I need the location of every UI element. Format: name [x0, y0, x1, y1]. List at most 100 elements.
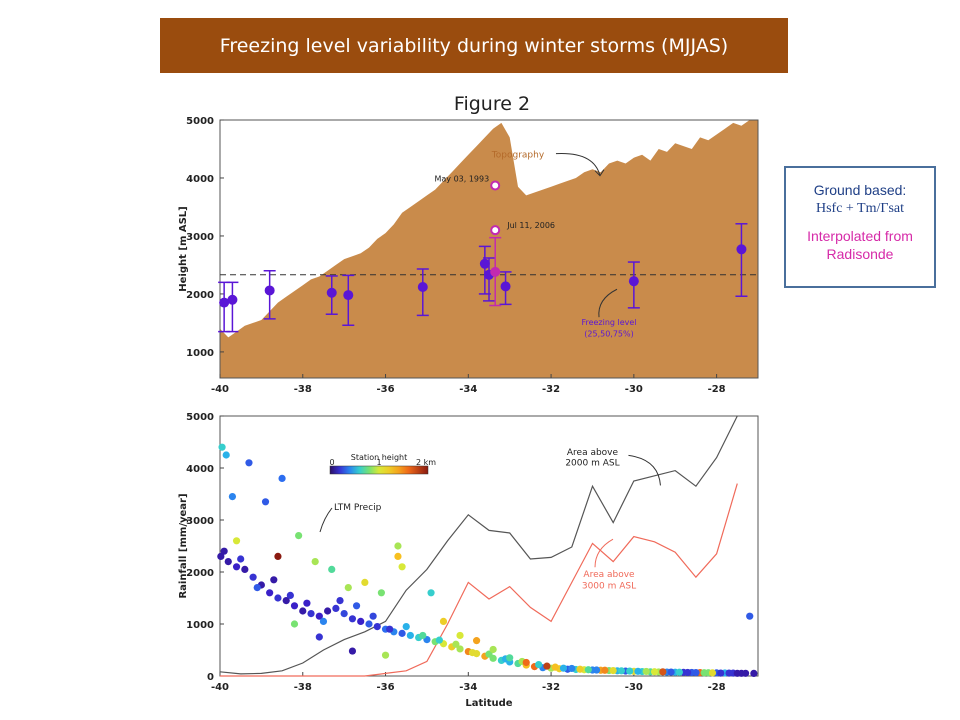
station-point	[522, 658, 530, 667]
station-point	[217, 552, 225, 560]
station-point	[245, 459, 253, 467]
station-point	[303, 599, 311, 607]
area-2000-annotation-unit: 2000 m ASL	[565, 458, 619, 468]
station-point	[311, 558, 319, 566]
figure-title: Figure 2	[454, 93, 530, 115]
station-point	[456, 645, 464, 653]
station-point	[419, 631, 427, 640]
station-point	[365, 620, 373, 628]
station-point	[218, 443, 226, 451]
top-plot-frame	[219, 119, 759, 379]
station-point	[398, 629, 406, 637]
station-point	[609, 666, 617, 675]
ground-based-label: Ground based:	[813, 182, 907, 198]
freezing-level-point	[736, 244, 747, 255]
station-point	[394, 552, 402, 560]
station-point	[386, 625, 394, 633]
station-point	[489, 645, 497, 654]
figure-svg: Figure 2 1000 2000 3000 4000 5000 -40 -38 -36 -34…	[174, 82, 788, 720]
top-ytick-label: 1000	[186, 348, 214, 359]
station-point	[667, 668, 675, 676]
area-above-3000-line	[220, 483, 738, 677]
station-point	[336, 597, 344, 605]
station-point	[427, 589, 435, 597]
station-point	[278, 474, 286, 482]
station-point	[224, 558, 232, 566]
station-point	[675, 668, 683, 676]
topography-area	[220, 120, 758, 378]
freezing-level-point	[264, 285, 275, 296]
station-point	[439, 617, 448, 626]
station-point	[352, 602, 361, 610]
station-point	[373, 623, 381, 631]
area-2000-annotation: Area above	[567, 448, 619, 458]
bottom-xlabel: Latitude	[465, 698, 512, 709]
top-xtick-label: -38	[294, 384, 312, 395]
area-3000-annotation: Area above	[583, 570, 635, 580]
station-point	[617, 667, 626, 675]
event-label: Jul 11, 2006	[506, 221, 555, 230]
station-point	[692, 668, 700, 677]
station-point	[568, 664, 576, 673]
bottom-ytick-label: 1000	[186, 620, 214, 631]
colorbar-tick-label: 1	[376, 458, 381, 467]
colorbar	[329, 465, 429, 475]
bottom-xtick-label: -38	[294, 682, 312, 693]
bottom-xtick-label: -32	[542, 682, 560, 693]
top-xtick-label: -32	[542, 384, 560, 395]
bottom-plot-frame	[219, 415, 759, 677]
freezing-annotation: Freezing level	[581, 318, 636, 327]
slide-title: Freezing level variability during winter…	[160, 18, 788, 73]
bottom-ytick-label: 2000	[186, 568, 214, 579]
station-point	[576, 665, 584, 673]
station-point	[348, 647, 357, 655]
station-point	[253, 584, 261, 592]
top-ylabel: Height [m ASL]	[178, 206, 189, 291]
station-point	[299, 607, 307, 615]
rainfall-chart: 0 1000 2000 3000 4000 5000 -40 -38 -36 -34 -32 -30 -…	[178, 412, 759, 709]
bottom-xtick-label: -34	[459, 682, 477, 693]
station-point	[684, 668, 692, 677]
station-point	[593, 666, 601, 674]
station-point	[290, 620, 299, 628]
radiosonde-event-point	[490, 225, 501, 236]
station-point	[725, 669, 733, 677]
station-point	[319, 617, 328, 626]
colorbar-tick-label: 2 km	[416, 458, 436, 467]
station-point	[394, 542, 402, 550]
station-point	[601, 666, 609, 674]
ltm-precip-label: LTM Precip	[334, 503, 382, 513]
top-xtick-label: -40	[211, 384, 229, 395]
top-ytick-label: 4000	[186, 174, 214, 185]
station-point	[328, 565, 336, 573]
station-point	[402, 623, 410, 631]
radiosonde-point	[490, 266, 501, 277]
station-point	[220, 547, 228, 555]
station-point	[584, 666, 592, 674]
colorbar-tick-label: 0	[329, 458, 334, 467]
top-ytick-label: 3000	[186, 232, 214, 243]
station-point	[717, 669, 725, 677]
station-point	[485, 650, 493, 658]
top-ytick-label: 5000	[186, 116, 214, 127]
station-point	[750, 669, 758, 678]
station-point	[626, 667, 634, 675]
bottom-xtick-label: -28	[708, 682, 726, 693]
bottom-ylabel: Rainfall [mm/year]	[178, 493, 189, 598]
station-point	[468, 649, 477, 657]
station-point	[282, 597, 290, 605]
station-point	[357, 617, 365, 626]
station-point	[241, 565, 249, 573]
station-point	[369, 612, 377, 620]
station-point	[222, 451, 230, 459]
station-point	[270, 576, 278, 584]
colorbar-title: Station height	[351, 453, 407, 462]
station-point	[708, 669, 717, 677]
ltm-precip-arrow	[319, 507, 333, 533]
station-point	[249, 573, 257, 581]
station-point	[452, 640, 460, 648]
bottom-xtick-label: -40	[211, 682, 229, 693]
station-point	[472, 637, 481, 645]
station-point	[435, 636, 443, 644]
freezing-level-chart: Figure 2 1000 2000 3000 4000 5000 -40 -38 -36 -34…	[178, 93, 759, 395]
